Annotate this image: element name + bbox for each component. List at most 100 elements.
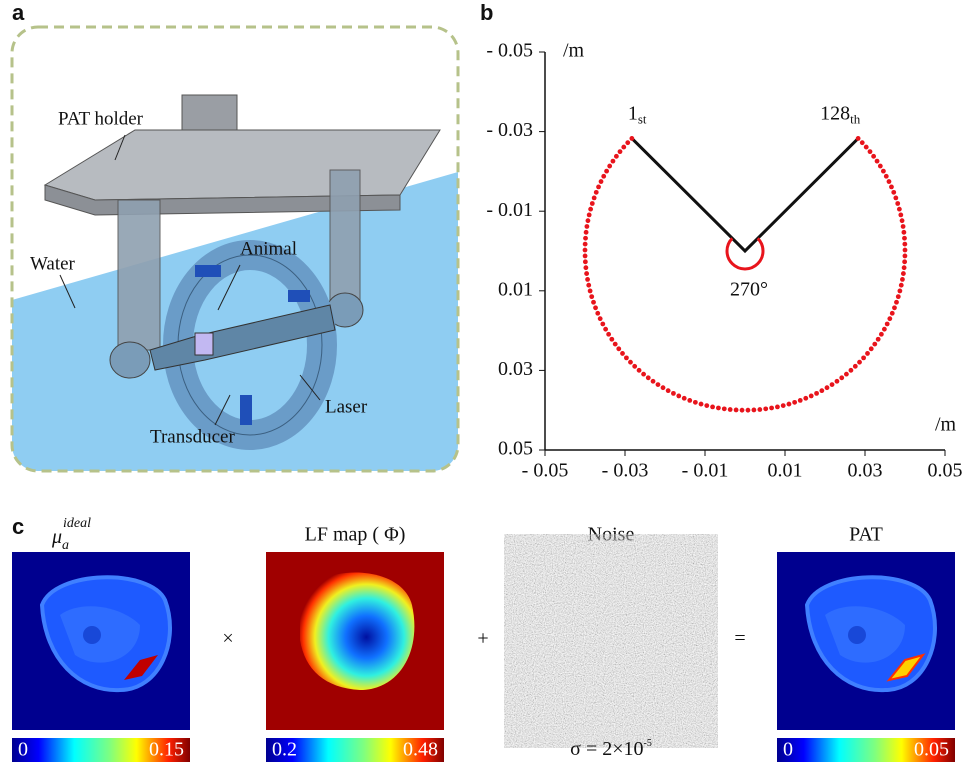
sensor-dot <box>853 364 858 369</box>
x-axis-label: /m <box>935 414 957 436</box>
sensor-dot <box>606 332 611 337</box>
sensor-dot <box>616 346 621 351</box>
sensor-dot <box>599 179 604 184</box>
sensor-dot <box>899 283 904 288</box>
sensor-dot <box>892 305 897 310</box>
sensor-dot <box>595 311 600 316</box>
sigma-label: σ = 2×10-5 <box>570 738 652 760</box>
sigma-exponent: -5 <box>644 738 652 749</box>
sensor-dot <box>628 360 633 365</box>
sensor-dot <box>781 403 786 408</box>
sensor-dot <box>646 375 651 380</box>
sensor-dot <box>792 400 797 405</box>
sensor-dot <box>887 179 892 184</box>
sensor-dot <box>857 360 862 365</box>
y-tick-label: 0.01 <box>498 278 533 300</box>
sensor-dot <box>583 242 588 247</box>
sensor-dot <box>875 159 880 164</box>
first-sensor-label: 1st <box>628 102 647 126</box>
sensor-dot <box>591 300 596 305</box>
sensor-dot <box>825 385 830 390</box>
sensor-dot <box>583 265 588 270</box>
colorbar-min: 0.2 <box>272 739 297 761</box>
sensor-dot <box>716 406 721 411</box>
sensor-dot <box>587 212 592 217</box>
sensor-dot <box>757 407 762 412</box>
sensor-dot <box>624 355 629 360</box>
sensor-dot <box>864 145 869 150</box>
mu-sup: ideal <box>63 516 91 531</box>
sensor-dot <box>835 379 840 384</box>
sensor-dot <box>661 385 666 390</box>
sensor-dot <box>861 355 866 360</box>
sensor-dot <box>589 294 594 299</box>
sensor-dot <box>586 283 591 288</box>
label-transducer: Transducer <box>150 426 235 447</box>
sensor-dot <box>598 316 603 321</box>
colorbar-max: 0.05 <box>914 739 949 761</box>
sensor-dot <box>601 174 606 179</box>
x-tick-label: - 0.01 <box>682 460 729 482</box>
sensor-dot <box>618 149 623 154</box>
sensor-dot <box>584 271 589 276</box>
sensor-dot <box>637 368 642 373</box>
sensor-dot <box>882 327 887 332</box>
sensor-dot <box>881 169 886 174</box>
sensor-dot <box>903 248 908 253</box>
sensor-dot <box>763 406 768 411</box>
sensor-dot <box>856 136 861 141</box>
sensor-dot <box>728 407 733 412</box>
x-tick-label: - 0.05 <box>522 460 569 482</box>
noise-title: Noise <box>588 524 635 546</box>
sensor-dot <box>614 154 619 159</box>
operator: + <box>477 628 488 650</box>
sensor-dot <box>885 322 890 327</box>
pat-image <box>777 552 955 730</box>
label-laser: Laser <box>325 396 368 417</box>
sensor-dot <box>896 294 901 299</box>
sensor-dot <box>594 190 599 195</box>
operator: × <box>222 628 233 650</box>
label-suffix: st <box>638 111 647 126</box>
y-tick-label: 0.03 <box>498 358 533 380</box>
sensor-dot <box>879 332 884 337</box>
sensor-dot <box>676 394 681 399</box>
sensor-dot <box>584 230 589 235</box>
sensor-dot <box>894 300 899 305</box>
sensor-dot <box>891 190 896 195</box>
sensor-dot <box>887 316 892 321</box>
x-tick-label: 0.05 <box>928 460 963 482</box>
sensor-dot <box>897 207 902 212</box>
sensor-dot <box>604 169 609 174</box>
sensor-dot <box>656 382 661 387</box>
colorbar-min: 0 <box>783 739 793 761</box>
apparatus-illustration <box>12 27 458 471</box>
sensor-dot <box>903 254 908 259</box>
sensor-dot <box>585 277 590 282</box>
sensor-dot <box>900 277 905 282</box>
sensor-dot <box>901 224 906 229</box>
panel-letter: a <box>12 0 25 25</box>
sensor-dot <box>844 372 849 377</box>
angle-label: 270° <box>730 279 768 301</box>
x-tick-label: - 0.03 <box>602 460 649 482</box>
sensor-dot <box>704 403 709 408</box>
sensor-dot <box>620 351 625 356</box>
sensor-dot <box>884 174 889 179</box>
last-sensor-label: 128th <box>820 102 861 126</box>
sensor-dot <box>682 396 687 401</box>
panel-letter: c <box>12 514 24 539</box>
sensor-dot <box>878 164 883 169</box>
sensor-dot <box>889 185 894 190</box>
sensor-dot <box>895 201 900 206</box>
sensor-dot <box>592 195 597 200</box>
sigma-text: σ = 2×10 <box>570 738 643 760</box>
x-tick-label: 0.01 <box>768 460 803 482</box>
sensor-dot <box>621 145 626 150</box>
label-suffix: th <box>850 111 861 126</box>
angle-arc <box>727 238 763 269</box>
lf-image <box>266 552 444 730</box>
mu-title: μaideal <box>51 516 91 553</box>
sensor-dot <box>609 337 614 342</box>
label-main: 128 <box>820 102 850 124</box>
